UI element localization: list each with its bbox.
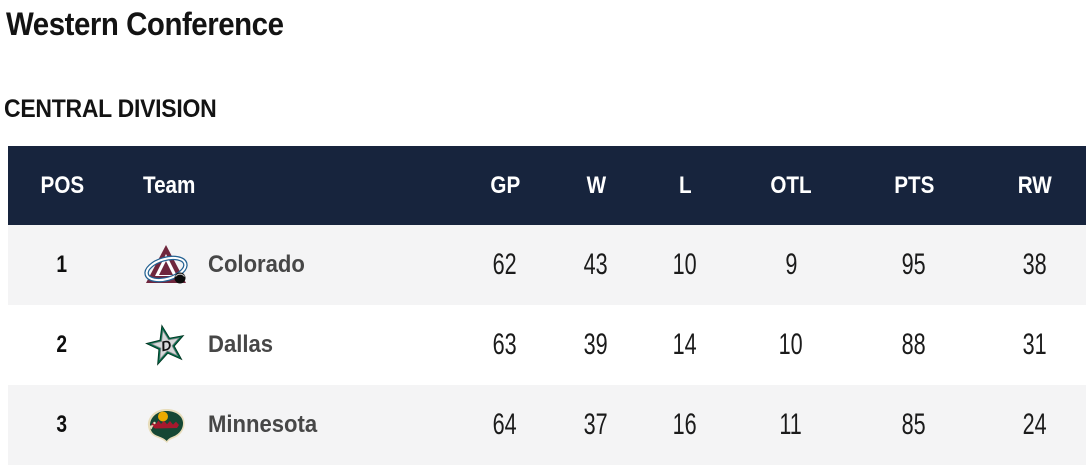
stat-value: 88 (901, 328, 927, 361)
stat-cell-gp: 64 (450, 408, 560, 442)
stat-cell-rw: 31 (984, 328, 1086, 362)
dallas-stars-logo: D (143, 322, 189, 368)
stat-cell-w: 43 (560, 248, 632, 282)
position-cell: 2 (8, 331, 116, 359)
stat-cell-pts: 85 (844, 408, 984, 442)
table-header-row: POS Team GP W L OTL PTS RW (8, 146, 1086, 225)
team-name: Dallas (208, 331, 274, 358)
table-row: 3 Minnesota 64 37 16 11 85 24 (8, 385, 1086, 465)
stat-cell-rw: 38 (984, 248, 1086, 282)
stat-cell-rw: 24 (984, 408, 1086, 442)
team-cell[interactable]: Colorado (116, 242, 450, 288)
team-name: Colorado (208, 251, 305, 278)
conference-title-text: Western Conference (6, 6, 284, 42)
team-name: Minnesota (208, 411, 318, 438)
stat-value: 64 (492, 408, 518, 441)
position-cell: 3 (8, 411, 116, 439)
division-title-text: CENTRAL DIVISION (4, 95, 217, 123)
column-header-label: POS (40, 171, 84, 199)
position-cell: 1 (8, 251, 116, 279)
stat-value: 9 (784, 248, 798, 281)
stat-value: 31 (1022, 328, 1048, 361)
stat-cell-w: 39 (560, 328, 632, 362)
table-row: 2 D Dallas 63 39 14 10 88 31 (8, 305, 1086, 385)
stat-value: 10 (778, 328, 804, 361)
table-body: 1 Colorado 62 43 10 9 95 38 2 D Dallas 63 39 14 10 8… (8, 225, 1086, 465)
standings-table: POS Team GP W L OTL PTS RW 1 Colorado 62 43 10 9 95 3… (8, 146, 1086, 465)
stat-value: 10 (672, 248, 698, 281)
stat-cell-l: 14 (632, 328, 738, 362)
stat-cell-gp: 62 (450, 248, 560, 282)
stat-value: 85 (901, 408, 927, 441)
stat-value: 14 (672, 328, 698, 361)
stat-value: 63 (492, 328, 518, 361)
column-header-label: OTL (770, 171, 812, 199)
stat-cell-l: 10 (632, 248, 738, 282)
position-value: 1 (56, 251, 68, 278)
stat-cell-w: 37 (560, 408, 632, 442)
stat-value: 24 (1022, 408, 1048, 441)
svg-text:D: D (159, 337, 172, 355)
stat-value: 16 (672, 408, 698, 441)
conference-title: Western Conference (6, 6, 1086, 42)
stat-value: 11 (779, 408, 803, 441)
column-header-label: GP (490, 171, 520, 199)
column-header-label: Team (143, 171, 196, 199)
stat-value: 39 (583, 328, 609, 361)
stat-cell-otl: 11 (738, 408, 844, 442)
stat-cell-pts: 95 (844, 248, 984, 282)
stat-value: 43 (583, 248, 609, 281)
column-header-team: Team (116, 172, 450, 200)
stat-cell-l: 16 (632, 408, 738, 442)
column-header-pos: POS (8, 172, 116, 200)
stat-cell-otl: 10 (738, 328, 844, 362)
column-header-otl: OTL (738, 172, 844, 200)
column-header-w: W (560, 172, 632, 200)
division-title: CENTRAL DIVISION (4, 96, 1086, 122)
stat-cell-otl: 9 (738, 248, 844, 282)
column-header-label: L (678, 171, 692, 199)
team-cell[interactable]: Minnesota (116, 402, 450, 448)
column-header-gp: GP (450, 172, 560, 200)
stat-cell-pts: 88 (844, 328, 984, 362)
column-header-rw: RW (984, 172, 1086, 200)
column-header-l: L (632, 172, 738, 200)
stat-cell-gp: 63 (450, 328, 560, 362)
column-header-label: PTS (893, 171, 935, 199)
position-value: 2 (56, 331, 68, 358)
column-header-label: RW (1017, 171, 1053, 199)
colorado-avalanche-logo (143, 242, 189, 288)
stat-value: 62 (492, 248, 518, 281)
position-value: 3 (56, 411, 68, 438)
team-cell[interactable]: D Dallas (116, 322, 450, 368)
stat-value: 38 (1022, 248, 1048, 281)
stat-value: 95 (901, 248, 927, 281)
stat-value: 37 (583, 408, 609, 441)
column-header-label: W (586, 171, 606, 199)
column-header-pts: PTS (844, 172, 984, 200)
table-row: 1 Colorado 62 43 10 9 95 38 (8, 225, 1086, 305)
minnesota-wild-logo (143, 402, 189, 448)
